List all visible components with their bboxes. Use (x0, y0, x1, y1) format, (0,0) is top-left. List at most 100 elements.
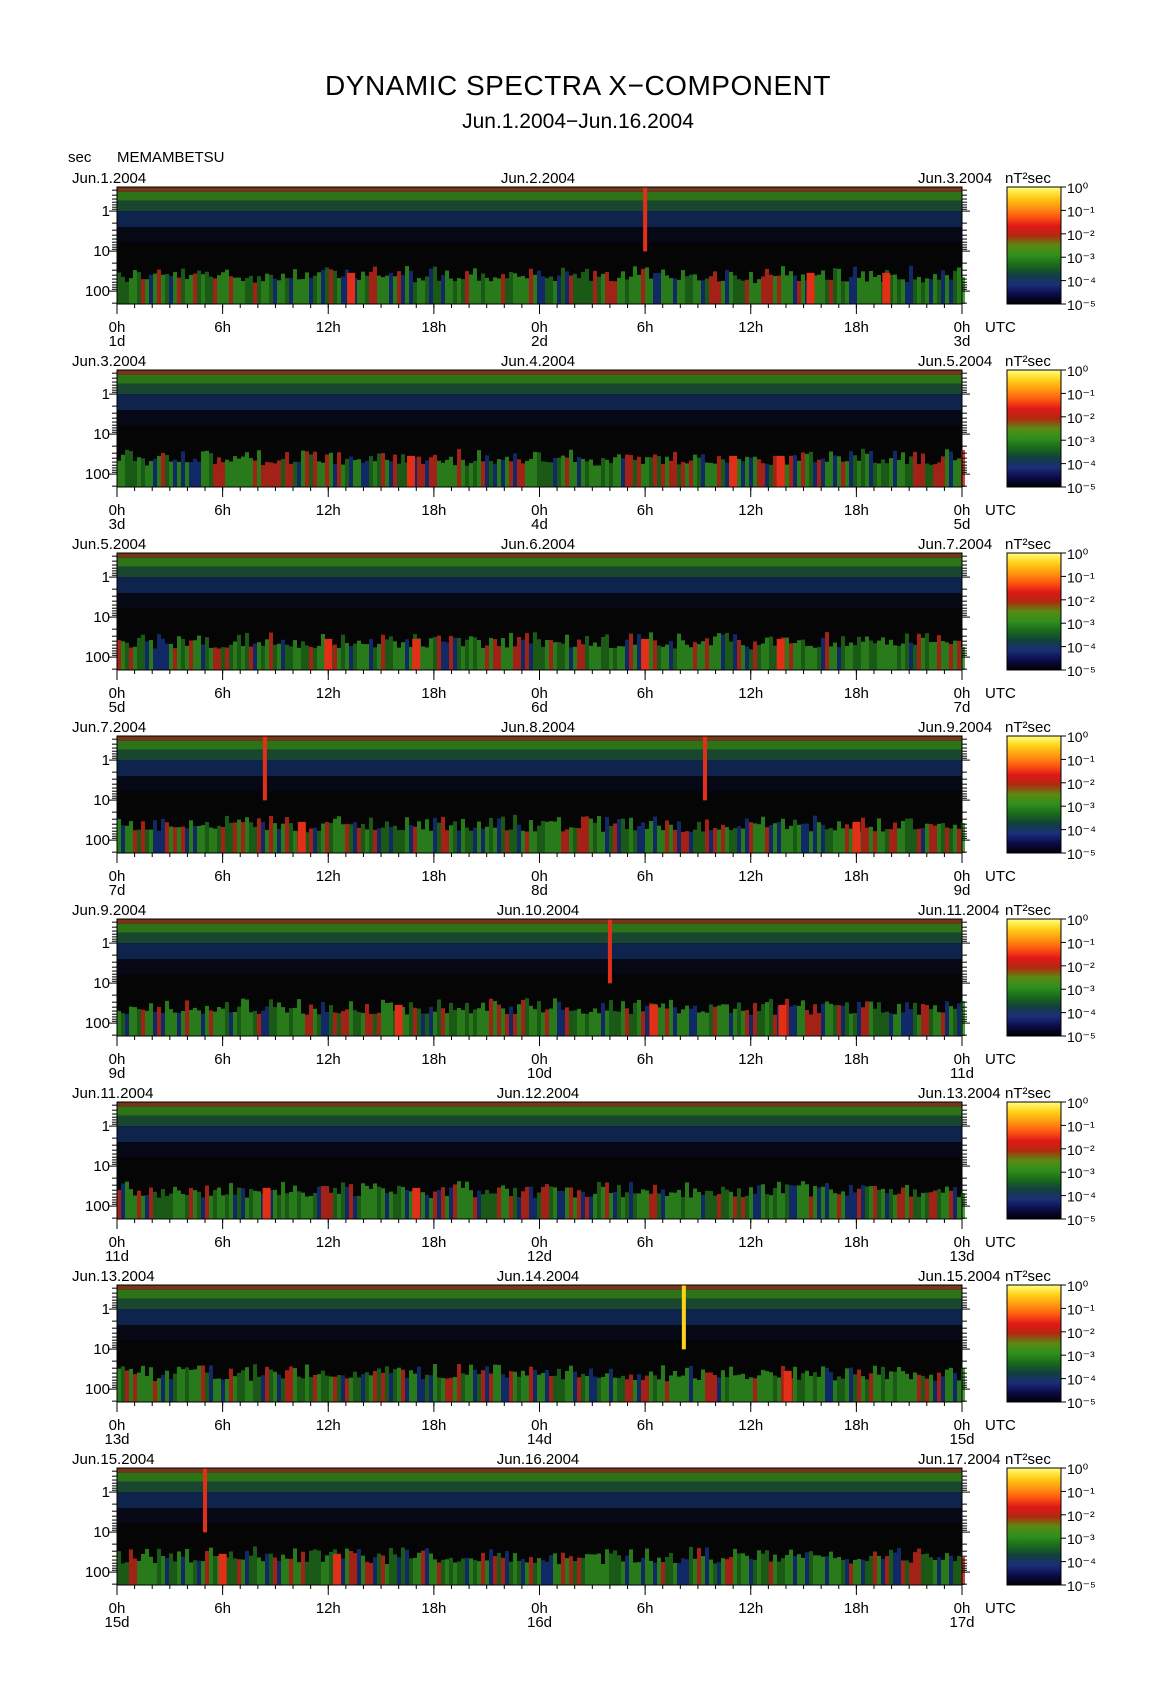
spectral-cell (649, 1560, 653, 1585)
spectral-cell (805, 1552, 809, 1585)
spectral-cell (329, 452, 333, 487)
spectral-cell (569, 1556, 573, 1585)
spectral-cell (161, 818, 165, 853)
spectral-band (117, 932, 962, 944)
spectral-cell (485, 645, 489, 670)
spectral-cell (845, 824, 849, 853)
spectral-cell (637, 456, 641, 487)
spectral-cell (641, 463, 645, 487)
spectral-cell (197, 1010, 201, 1036)
x-tick-label: 6h (637, 319, 654, 336)
spectral-cell (249, 1012, 253, 1036)
spectral-event (641, 638, 650, 670)
spectral-cell (477, 1374, 481, 1402)
spectral-cell (173, 827, 177, 853)
spectral-cell (441, 641, 445, 670)
spectral-cell (257, 450, 261, 487)
spectral-cell (913, 829, 917, 853)
y-tick-label: 100 (85, 1198, 110, 1215)
spectral-cell (329, 1551, 333, 1585)
spectral-cell (853, 1374, 857, 1402)
spectral-cell (825, 1367, 829, 1402)
spectral-cell (489, 461, 493, 487)
spectral-cell (397, 1367, 401, 1402)
spectral-cell (561, 1552, 565, 1585)
spectral-cell (509, 829, 513, 853)
spectral-cell (801, 452, 805, 487)
spectral-band (117, 1508, 962, 1524)
colorbar-tick-label: 10⁻⁵ (1067, 1212, 1096, 1228)
spectral-cell (517, 637, 521, 670)
spectral-cell (645, 828, 649, 853)
panel-mid-date: Jun.6.2004 (501, 536, 575, 553)
spectral-cell (481, 273, 485, 304)
spectral-cell (237, 458, 241, 487)
spectral-cell (485, 1366, 489, 1402)
spectral-cell (445, 1013, 449, 1036)
spectral-cell (557, 642, 561, 670)
colorbar-tick-label: 10⁻⁵ (1067, 1029, 1096, 1045)
spectral-cell (509, 1561, 513, 1585)
spectral-cell (833, 455, 837, 487)
spectral-cell (493, 1556, 497, 1585)
spectral-cell (525, 278, 529, 304)
spectral-cell (609, 463, 613, 487)
spectral-cell (853, 266, 857, 304)
spectral-cell (381, 634, 385, 670)
spectral-band (117, 557, 962, 567)
spectral-cell (849, 642, 853, 670)
spectral-cell (249, 275, 253, 304)
spectral-cell (269, 815, 273, 853)
panel-mid-date: Jun.4.2004 (501, 353, 575, 370)
spectral-cell (877, 1374, 881, 1402)
spectral-cell (601, 273, 605, 304)
spectral-cell (841, 1378, 845, 1402)
spectral-cell (405, 1189, 409, 1219)
spectral-cell (621, 458, 625, 487)
spectral-cell (601, 1376, 605, 1402)
spectral-cell (337, 1375, 341, 1402)
spectral-cell (685, 463, 689, 487)
spectral-cell (745, 1195, 749, 1219)
spectral-cell (565, 457, 569, 487)
spectral-cell (561, 267, 565, 304)
spectral-cell (537, 1001, 541, 1036)
spectral-cell (837, 456, 841, 487)
spectral-cell (657, 1007, 661, 1036)
spectral-cell (773, 276, 777, 304)
spectral-cell (221, 1195, 225, 1219)
spectral-cell (369, 1562, 373, 1585)
spectral-cell (533, 632, 537, 670)
spectral-cell (233, 1558, 237, 1585)
spectral-cell (913, 644, 917, 670)
colorbar-tick-label: 10⁻² (1067, 959, 1095, 975)
spectral-cell (889, 1371, 893, 1402)
spectral-cell (729, 271, 733, 304)
spectral-cell (753, 456, 757, 487)
spectral-cell (685, 1005, 689, 1036)
spectral-cell (593, 1008, 597, 1036)
spectral-cell (485, 1010, 489, 1036)
spectral-cell (405, 817, 409, 853)
spectral-cell (725, 827, 729, 853)
spectral-band (117, 919, 962, 924)
spectral-cell (341, 1182, 345, 1219)
spectral-cell (653, 640, 657, 670)
spectral-cell (421, 646, 425, 670)
spectral-cell (865, 281, 869, 304)
spectral-cell (449, 1002, 453, 1036)
spectral-cell (589, 280, 593, 304)
spectral-cell (733, 828, 737, 853)
spectral-cell (925, 463, 929, 487)
colorbar-tick-label: 10⁻⁴ (1067, 1372, 1096, 1388)
spectral-cell (597, 646, 601, 670)
spectral-cell (937, 823, 941, 853)
spectral-cell (337, 1013, 341, 1036)
spectral-cell (697, 1547, 701, 1585)
spectral-cell (321, 633, 325, 670)
spectral-cell (533, 451, 537, 487)
colorbar-tick-label: 10⁻¹ (1067, 569, 1095, 585)
y-tick-label: 10 (93, 609, 110, 626)
spectral-band (117, 593, 962, 609)
spectral-cell (601, 1186, 605, 1219)
